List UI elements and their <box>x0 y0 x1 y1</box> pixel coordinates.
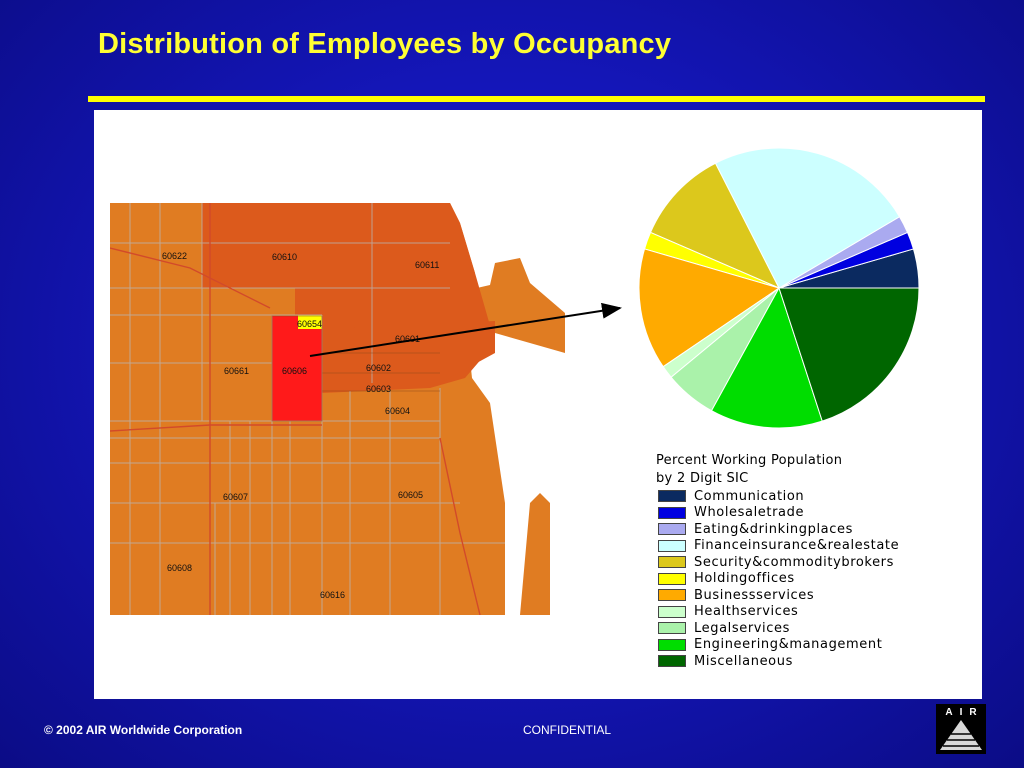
legend-swatch <box>658 605 686 618</box>
footer-confidential: CONFIDENTIAL <box>523 723 612 737</box>
legend-swatch <box>658 572 686 585</box>
legend-label: Security&commoditybrokers <box>694 554 895 570</box>
legend-item: Security&commoditybrokers <box>656 554 899 571</box>
legend-item: Businessservices <box>656 587 899 604</box>
lake-area <box>450 203 565 615</box>
legend-item: Eating&drinkingplaces <box>656 521 899 538</box>
legend-item: Holdingoffices <box>656 571 899 588</box>
pointer-arrow <box>309 302 622 357</box>
legend-item: Financeinsurance&realestate <box>656 538 899 555</box>
footer-copyright: © 2002 AIR Worldwide Corporation <box>44 723 243 737</box>
legend-label: Financeinsurance&realestate <box>694 538 900 554</box>
zip-label-60601: 60601 <box>395 334 420 344</box>
zip-label-60661: 60661 <box>224 366 249 376</box>
legend-label: Engineering&management <box>694 637 883 653</box>
legend-label: Wholesaletrade <box>694 505 805 521</box>
legend-label: Legalservices <box>694 620 790 636</box>
legend-label: Holdingoffices <box>694 571 795 587</box>
legend-swatch <box>658 622 686 635</box>
legend-swatch <box>658 638 686 651</box>
zip-label-60622: 60622 <box>162 251 187 261</box>
zip-60601-area <box>322 321 495 391</box>
legend-item: Engineering&management <box>656 637 899 654</box>
legend-swatch <box>658 523 686 536</box>
zip-code-map: 60622 60610 60611 60654 60601 60661 6060… <box>110 203 565 615</box>
legend-swatch <box>658 506 686 519</box>
zip-label-60611: 60611 <box>415 260 439 270</box>
chart-legend: Percent Working Population by 2 Digit SI… <box>656 452 899 670</box>
zip-label-60616: 60616 <box>320 590 345 600</box>
zip-label-60602: 60602 <box>366 363 391 373</box>
legend-item: Legalservices <box>656 620 899 637</box>
legend-item: Healthservices <box>656 604 899 621</box>
zip-label-60654: 60654 <box>297 319 322 329</box>
slide-title: Distribution of Employees by Occupancy <box>98 28 672 60</box>
legend-item: Wholesaletrade <box>656 505 899 522</box>
pie-slice-4 <box>649 162 781 290</box>
logo-text: AIR <box>945 707 984 718</box>
legend-swatch <box>658 655 686 668</box>
legend-swatch <box>658 539 686 552</box>
street-grid <box>110 203 505 615</box>
zip-label-60603: 60603 <box>366 384 391 394</box>
logo-pyramid-icon <box>940 720 982 750</box>
legend-title-line1: Percent Working Population <box>656 453 843 468</box>
zip-label-60605: 60605 <box>398 490 423 500</box>
legend-item: Miscellaneous <box>656 653 899 670</box>
zip-label-60607: 60607 <box>223 492 248 502</box>
zip-label-60604: 60604 <box>385 406 410 416</box>
zip-label-60608: 60608 <box>167 563 192 573</box>
legend-label: Businessservices <box>694 587 815 603</box>
legend-swatch <box>658 556 686 569</box>
legend-swatch <box>658 490 686 503</box>
zip-label-60606: 60606 <box>282 366 307 376</box>
zip-60606-highlight <box>272 316 322 421</box>
air-logo: AIR <box>936 704 986 754</box>
legend-item: Communication <box>656 488 899 505</box>
highways <box>110 203 481 615</box>
legend-swatch <box>658 589 686 602</box>
title-rule <box>88 96 985 102</box>
legend-label: Eating&drinkingplaces <box>694 521 853 537</box>
legend-label: Communication <box>694 488 805 504</box>
zip-60654-highlight <box>298 315 322 329</box>
legend-title-line2: by 2 Digit SIC <box>656 471 749 486</box>
zip-borders <box>271 315 440 422</box>
pie-slice-10 <box>778 287 920 422</box>
pie-chart <box>638 147 920 429</box>
legend-label: Miscellaneous <box>694 653 793 669</box>
zip-label-60610: 60610 <box>272 252 297 262</box>
pie-slice-6 <box>638 248 781 368</box>
pie-slice-9 <box>710 286 823 429</box>
legend-label: Healthservices <box>694 604 799 620</box>
